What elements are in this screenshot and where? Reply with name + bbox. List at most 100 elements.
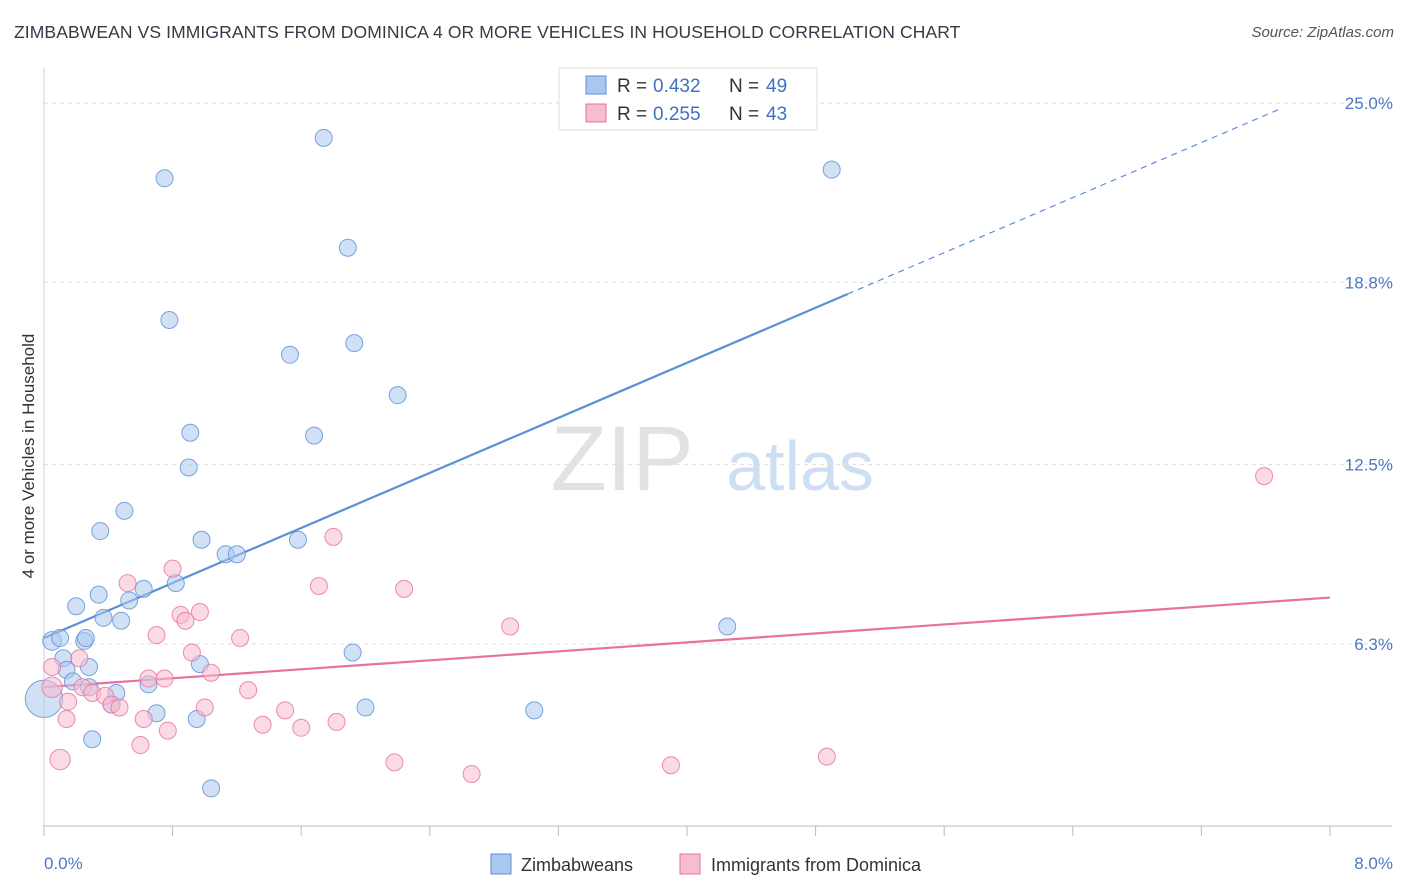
point-1-23 [195,698,214,717]
point-0-8 [76,629,95,648]
data-points [24,128,1274,798]
point-0-36 [305,426,324,445]
point-1-13 [134,710,153,729]
watermark: ZIP atlas [550,408,874,510]
point-1-15 [147,626,166,645]
point-1-4 [59,692,78,711]
legend-r-label-2: R = [617,104,647,125]
point-1-39 [1255,467,1274,486]
point-0-6 [67,597,86,616]
y-tick-label-1: 12.5% [1345,456,1393,475]
point-0-27 [181,423,200,442]
trend-lines [43,107,1331,689]
point-1-31 [324,527,343,546]
legend-n-label-2: N = [729,104,759,125]
point-1-33 [385,753,404,772]
watermark-zip: ZIP [550,408,693,510]
point-1-17 [158,721,177,740]
point-1-2 [49,748,71,771]
chart-title: ZIMBABWEAN VS IMMIGRANTS FROM DOMINICA 4… [14,22,961,42]
point-1-37 [661,756,680,775]
point-0-24 [160,310,179,329]
bottom-legend-swatch-dominica [679,853,701,875]
point-0-31 [202,779,221,798]
point-1-24 [202,663,221,682]
point-0-17 [112,611,131,630]
trend-line-extension-0 [847,107,1283,295]
point-0-37 [314,128,333,147]
correlation-legend: R = 0.432 N = 49 R = 0.255 N = 43 [558,67,818,131]
point-1-32 [327,712,346,731]
series-legend: Zimbabweans Immigrants from Dominica [490,853,922,875]
point-0-19 [120,591,139,610]
legend-r-value-1: 0.432 [653,76,701,97]
bottom-legend-label-zimbabweans: Zimbabweans [521,855,633,875]
point-0-18 [115,501,134,520]
x-tick-label-max: 8.0% [1354,854,1393,873]
point-0-38 [338,238,357,257]
point-0-23 [155,169,174,188]
point-1-0 [41,676,63,698]
point-0-20 [134,579,153,598]
axes [43,68,1392,836]
point-1-26 [239,681,258,700]
point-1-29 [292,718,311,737]
point-0-43 [525,701,544,720]
point-0-41 [356,698,375,717]
point-1-20 [176,611,195,630]
legend-swatch-pink [585,103,607,123]
point-0-34 [280,345,299,364]
trend-line-1 [43,596,1331,689]
point-1-25 [231,629,250,648]
point-1-11 [118,574,137,593]
point-1-30 [309,577,328,596]
point-1-28 [276,701,295,720]
point-1-16 [155,669,174,688]
point-1-3 [57,710,76,729]
point-1-1 [43,657,62,676]
legend-n-value-2: 43 [766,104,787,125]
bottom-legend-swatch-zimbabweans [490,853,512,875]
point-1-34 [395,579,414,598]
legend-r-label-1: R = [617,76,647,97]
point-0-11 [83,730,102,749]
point-0-33 [227,545,246,564]
y-tick-label-3: 25.0% [1345,94,1393,113]
point-0-14 [94,608,113,627]
source-label: Source: ZipAtlas.com [1251,24,1394,41]
point-1-22 [190,603,209,622]
bottom-legend-label-dominica: Immigrants from Dominica [711,855,922,875]
point-0-13 [91,522,110,541]
legend-n-value-1: 49 [766,76,787,97]
legend-swatch-blue [585,75,607,95]
point-1-18 [163,559,182,578]
point-1-27 [253,715,272,734]
grid-lines [44,102,1392,645]
point-1-35 [462,764,481,783]
point-0-26 [179,458,198,477]
y-tick-labels: 6.3% 12.5% 18.8% 25.0% [1345,94,1393,654]
y-tick-label-0: 6.3% [1354,635,1393,654]
point-1-5 [70,649,89,668]
point-1-14 [139,669,158,688]
legend-n-label-1: N = [729,76,759,97]
point-0-39 [345,334,364,353]
point-1-38 [817,747,836,766]
legend-r-value-2: 0.255 [653,104,701,125]
y-tick-label-2: 18.8% [1345,273,1393,292]
point-0-2 [51,629,70,648]
point-0-42 [388,386,407,405]
point-0-45 [822,160,841,179]
point-1-36 [501,617,520,636]
y-axis-title: 4 or more Vehicles in Household [19,334,38,579]
point-1-21 [182,643,201,662]
point-0-40 [343,643,362,662]
point-1-10 [110,698,129,717]
point-0-12 [89,585,108,604]
point-0-35 [288,530,307,549]
point-0-30 [192,530,211,549]
watermark-atlas: atlas [726,427,874,505]
point-1-12 [131,736,150,755]
point-0-44 [718,617,737,636]
